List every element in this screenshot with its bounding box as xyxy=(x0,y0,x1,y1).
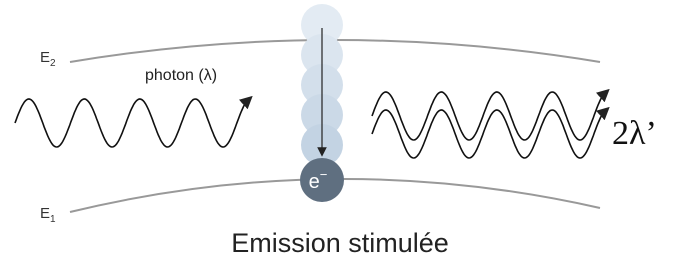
incident-wave xyxy=(15,99,248,147)
output-label: 2λ’ xyxy=(612,115,657,152)
level-1-label: E1 xyxy=(40,205,56,225)
photon-label: photon (λ) xyxy=(145,67,217,84)
emitted-wave xyxy=(372,92,605,140)
caption: Emission stimulée xyxy=(231,228,449,258)
level-2-label: E2 xyxy=(40,49,56,69)
diagram: E2 E1 photon (λ) e− 2λ’ Emission stimulé… xyxy=(0,0,680,264)
